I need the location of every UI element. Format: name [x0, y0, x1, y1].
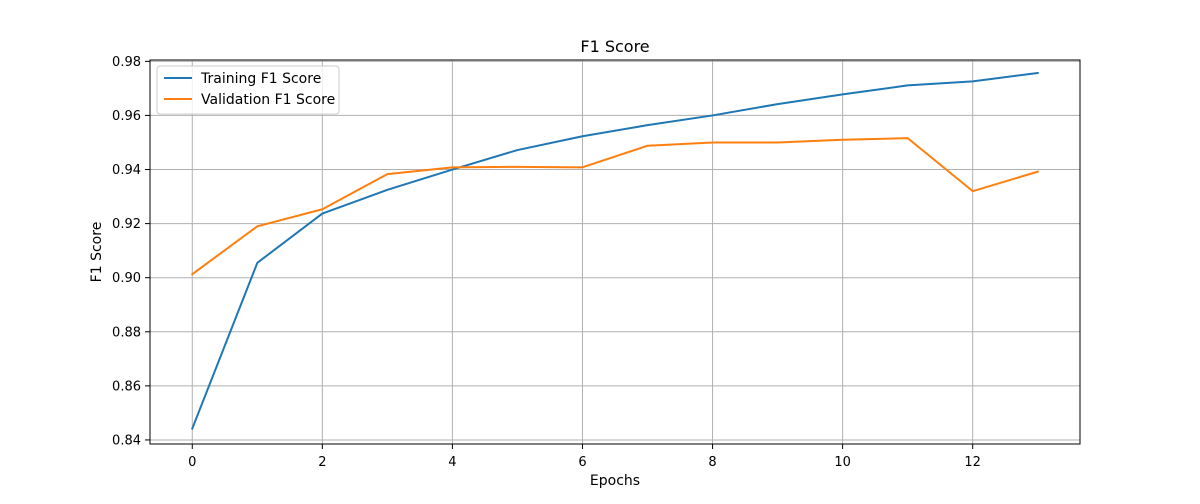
plot-area-frame	[149, 59, 1081, 445]
y-tick-label: 0.90	[112, 271, 141, 286]
x-tick-label: 4	[448, 455, 456, 470]
y-tick-label: 0.86	[112, 379, 141, 394]
legend-label-training: Training F1 Score	[200, 71, 321, 87]
legend-label-validation: Validation F1 Score	[201, 92, 335, 108]
x-tick-label: 2	[318, 455, 326, 470]
y-tick-label: 0.94	[112, 163, 141, 178]
series-line-training	[190, 71, 1039, 430]
y-tick-label: 0.96	[112, 109, 141, 124]
x-axis-label: Epochs	[590, 473, 640, 489]
series-layer	[190, 71, 1039, 430]
y-tick-label: 0.84	[112, 433, 141, 448]
x-tick-label: 0	[188, 455, 196, 470]
y-tick-label: 0.92	[112, 217, 141, 232]
legend: Training F1 Score Validation F1 Score	[156, 65, 340, 115]
x-tick-label: 10	[834, 455, 851, 470]
ticks-layer: 0 2 4 6 8 10 12 0.84 0.86 0.88 0.90 0.92 0.94 0.96 0.9…	[112, 55, 981, 470]
y-axis-label: F1 Score	[89, 222, 105, 283]
grid-layer	[150, 60, 1080, 444]
y-tick-label: 0.98	[112, 55, 141, 70]
x-tick-label: 6	[578, 455, 586, 470]
legend-box	[156, 65, 340, 115]
y-tick-label: 0.88	[112, 325, 141, 340]
chart-title: F1 Score	[580, 37, 649, 56]
series-line-validation	[190, 137, 1039, 276]
x-tick-label: 12	[964, 455, 981, 470]
x-tick-label: 8	[708, 455, 716, 470]
